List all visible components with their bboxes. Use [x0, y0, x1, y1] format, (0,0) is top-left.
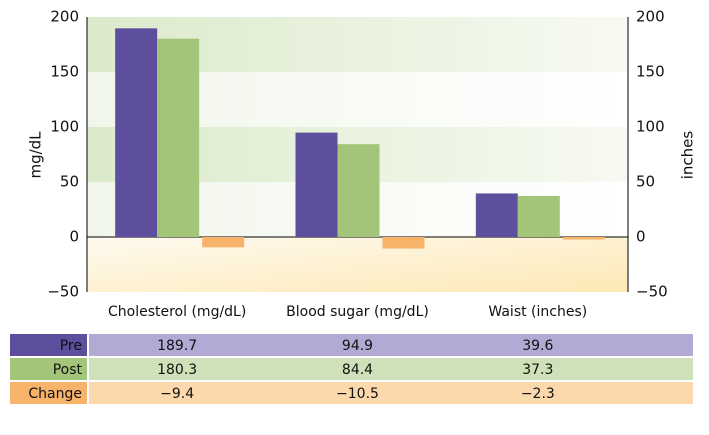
table-cell: 94.9 — [342, 338, 373, 354]
table-label-cell — [10, 358, 87, 380]
table-row — [89, 358, 693, 380]
table-row — [89, 382, 693, 404]
table-cell: 84.4 — [342, 362, 373, 378]
bar — [115, 28, 158, 237]
y-tick-label: 100 — [50, 118, 79, 136]
y2-tick-label: 100 — [636, 118, 665, 136]
x-tick-label: Blood sugar (mg/dL) — [286, 304, 429, 320]
table-label-cell — [10, 382, 87, 404]
y-tick-label: 0 — [69, 228, 79, 246]
y-tick-label: −50 — [47, 283, 79, 301]
y2-tick-label: 50 — [636, 173, 655, 191]
y-tick-label: 150 — [50, 63, 79, 81]
table-cell: 37.3 — [522, 362, 553, 378]
y2-tick-label: 200 — [636, 8, 665, 26]
y2-axis-label: inches — [679, 131, 697, 180]
bar — [562, 237, 605, 240]
bar — [517, 195, 560, 237]
negative-area — [87, 237, 628, 292]
table-cell: 180.3 — [157, 362, 197, 378]
y2-tick-label: 0 — [636, 228, 646, 246]
y2-tick-label: −50 — [636, 283, 668, 301]
x-tick-label: Cholesterol (mg/dL) — [108, 304, 246, 320]
x-tick-label: Waist (inches) — [488, 304, 587, 320]
table-cell: 39.6 — [522, 338, 553, 354]
table-label-cell — [10, 334, 87, 356]
bar — [295, 132, 338, 237]
table-cell: −2.3 — [521, 386, 555, 402]
legend-label: Pre — [60, 338, 82, 354]
bar — [475, 193, 518, 237]
bar — [202, 237, 245, 248]
table-cell: 189.7 — [157, 338, 197, 354]
table-cell: −9.4 — [160, 386, 194, 402]
y2-tick-label: 150 — [636, 63, 665, 81]
y-tick-label: 200 — [50, 8, 79, 26]
y-tick-label: 50 — [60, 173, 79, 191]
legend-label: Post — [53, 362, 83, 378]
bar — [382, 237, 425, 249]
bar — [157, 38, 200, 237]
table-row — [89, 334, 693, 356]
legend-label: Change — [28, 386, 82, 402]
bar — [337, 144, 380, 237]
table-cell: −10.5 — [336, 386, 379, 402]
y-axis-label: mg/dL — [27, 131, 45, 179]
